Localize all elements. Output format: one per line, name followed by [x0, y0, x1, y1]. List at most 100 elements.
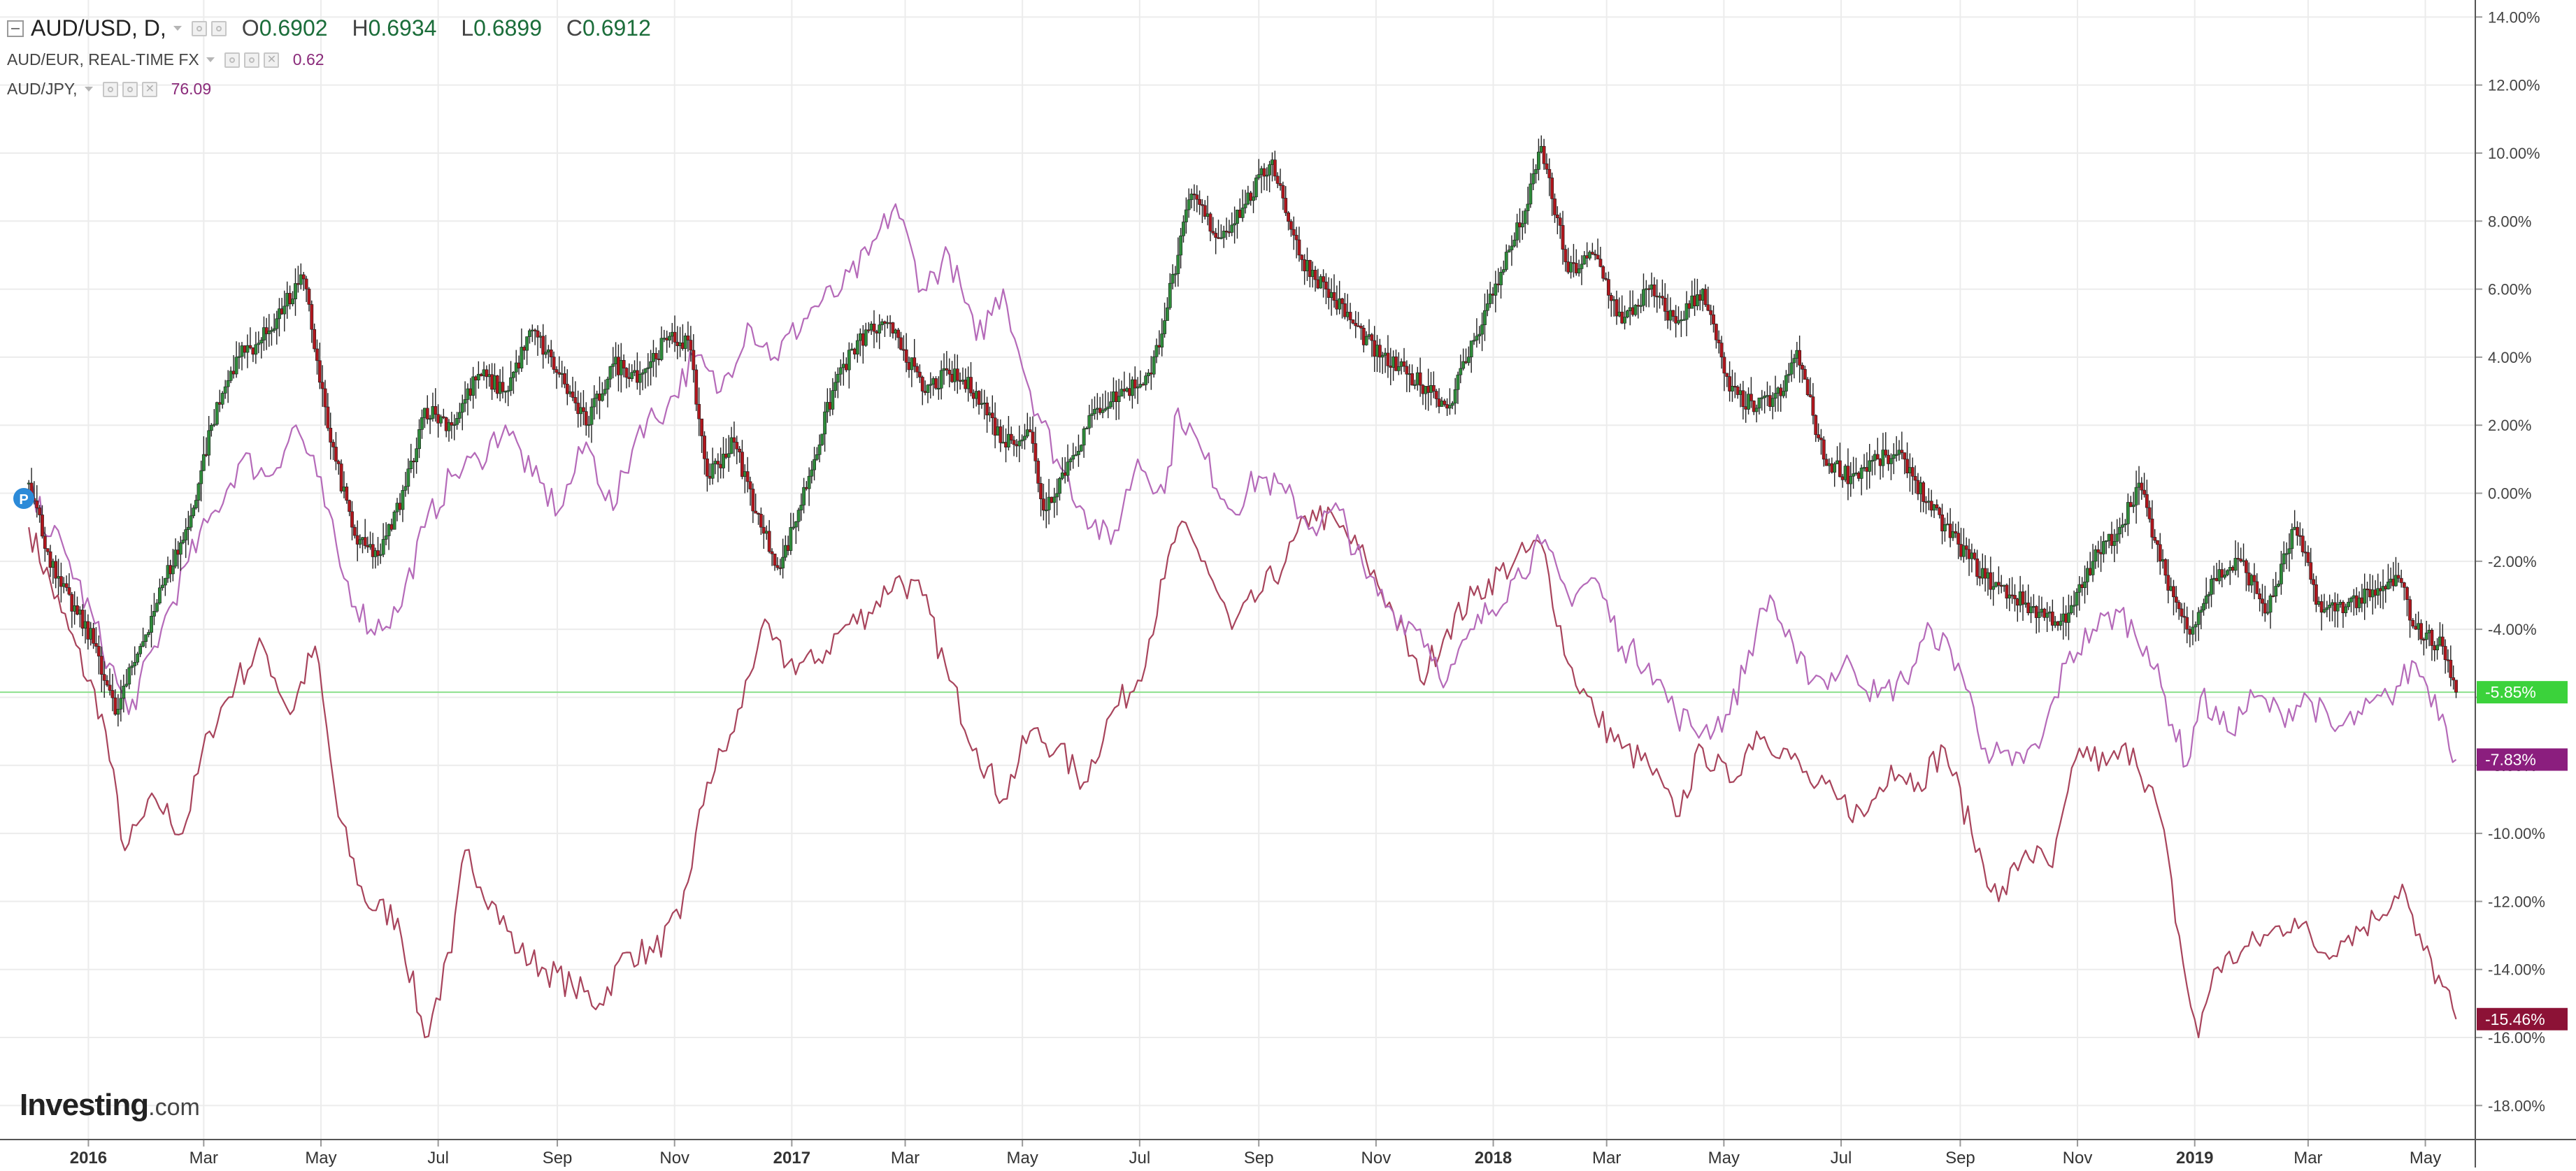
candle-body	[2252, 575, 2256, 582]
candle-body	[2034, 606, 2038, 618]
candle-body	[452, 424, 457, 426]
x-tick-label: 2019	[2176, 1149, 2213, 1168]
candle-body	[189, 515, 193, 528]
candle-body	[2005, 584, 2009, 598]
candle-body	[248, 345, 252, 348]
pattern-marker[interactable]: P	[13, 488, 34, 509]
candle-body	[1485, 303, 1489, 311]
candle-body	[1338, 298, 1342, 310]
candle-body	[45, 548, 50, 552]
collapse-icon[interactable]	[7, 20, 24, 37]
candle-body	[1663, 297, 1667, 312]
candle-body	[789, 527, 793, 551]
candle-body	[1359, 326, 1363, 329]
candle-body	[1501, 269, 1505, 273]
main-symbol[interactable]: AUD/USD, D,	[31, 15, 166, 41]
candle-body	[1042, 498, 1045, 511]
candle-body	[606, 378, 610, 390]
candle-body	[722, 454, 725, 468]
candle-body	[92, 628, 95, 644]
candle-body	[299, 274, 303, 285]
candle-body	[1757, 397, 1761, 409]
candle-body	[199, 470, 203, 484]
candle-body	[171, 566, 175, 575]
candle-body	[1456, 374, 1460, 390]
chevron-down-icon[interactable]	[206, 57, 215, 62]
candle-body	[796, 510, 801, 522]
candle-body	[147, 632, 150, 635]
candle-body	[1201, 204, 1204, 206]
eye-icon[interactable]	[102, 81, 118, 97]
gear-icon[interactable]	[122, 81, 138, 97]
candle-body	[163, 577, 167, 586]
candle-body	[1136, 387, 1140, 389]
candle-body	[272, 328, 276, 331]
candle-body	[1119, 389, 1124, 397]
high-label: H	[352, 15, 368, 41]
legend-main-row[interactable]: AUD/USD, D, O0.6902 H0.6934 L0.6899 C0.6…	[7, 15, 669, 41]
candle-body	[1894, 454, 1898, 456]
candle-body	[641, 372, 645, 375]
candle-body	[694, 369, 699, 405]
candle-body	[1499, 271, 1503, 285]
eye-icon[interactable]	[224, 52, 240, 68]
candle-body	[511, 371, 515, 378]
eur-symbol[interactable]: AUD/EUR, REAL-TIME FX	[7, 50, 199, 69]
candle-body	[509, 377, 513, 391]
candle-body	[820, 433, 824, 445]
close-icon[interactable]	[263, 52, 279, 68]
candle-body	[1012, 440, 1016, 445]
candle-body	[323, 388, 327, 408]
candle-body	[304, 278, 308, 289]
candle-body	[1289, 221, 1293, 230]
candle-body	[833, 382, 837, 391]
candle-body	[1268, 164, 1272, 175]
candle-body	[1287, 213, 1290, 222]
candle-body	[264, 327, 269, 334]
close-label: C	[566, 15, 582, 41]
candle-body	[1187, 199, 1191, 210]
candle-body	[1413, 384, 1417, 386]
x-tick-label: Mar	[2294, 1149, 2322, 1168]
candle-body	[2296, 526, 2299, 536]
candle-body	[1884, 450, 1888, 456]
gear-icon[interactable]	[210, 20, 227, 36]
legend-jpy-row[interactable]: AUD/JPY, 76.09	[7, 80, 211, 99]
candle-body	[415, 448, 419, 463]
jpy-symbol[interactable]: AUD/JPY,	[7, 80, 78, 98]
candle-body	[450, 422, 454, 426]
candle-body	[1354, 322, 1358, 326]
candle-body	[1507, 250, 1511, 252]
candle-body	[1991, 586, 1996, 590]
candle-body	[2121, 524, 2124, 528]
candle-body	[2435, 645, 2439, 651]
candle-body	[1090, 413, 1094, 416]
gear-icon[interactable]	[243, 52, 259, 68]
eye-icon[interactable]	[191, 20, 207, 36]
legend-eur-row[interactable]: AUD/EUR, REAL-TIME FX 0.62	[7, 50, 324, 69]
candle-body	[1039, 483, 1043, 499]
candle-body	[1144, 375, 1148, 385]
candle-body	[1905, 459, 1909, 473]
candle-body	[1588, 252, 1591, 259]
candle-body	[1087, 415, 1092, 429]
candle-body	[563, 373, 566, 385]
candle-body	[313, 329, 317, 350]
candle-body	[1607, 279, 1610, 296]
chevron-down-icon[interactable]	[84, 87, 93, 92]
chevron-down-icon[interactable]	[173, 26, 182, 31]
candle-body	[110, 690, 115, 698]
candle-body	[2194, 624, 2198, 628]
candle-body	[1343, 303, 1347, 317]
candle-body	[2258, 593, 2262, 600]
candle-body	[48, 551, 52, 568]
candle-body	[1789, 362, 1794, 375]
candle-body	[2419, 623, 2423, 640]
candle-body	[686, 336, 690, 340]
close-icon[interactable]	[141, 81, 157, 97]
candle-body	[745, 471, 750, 482]
candle-body	[395, 503, 399, 512]
